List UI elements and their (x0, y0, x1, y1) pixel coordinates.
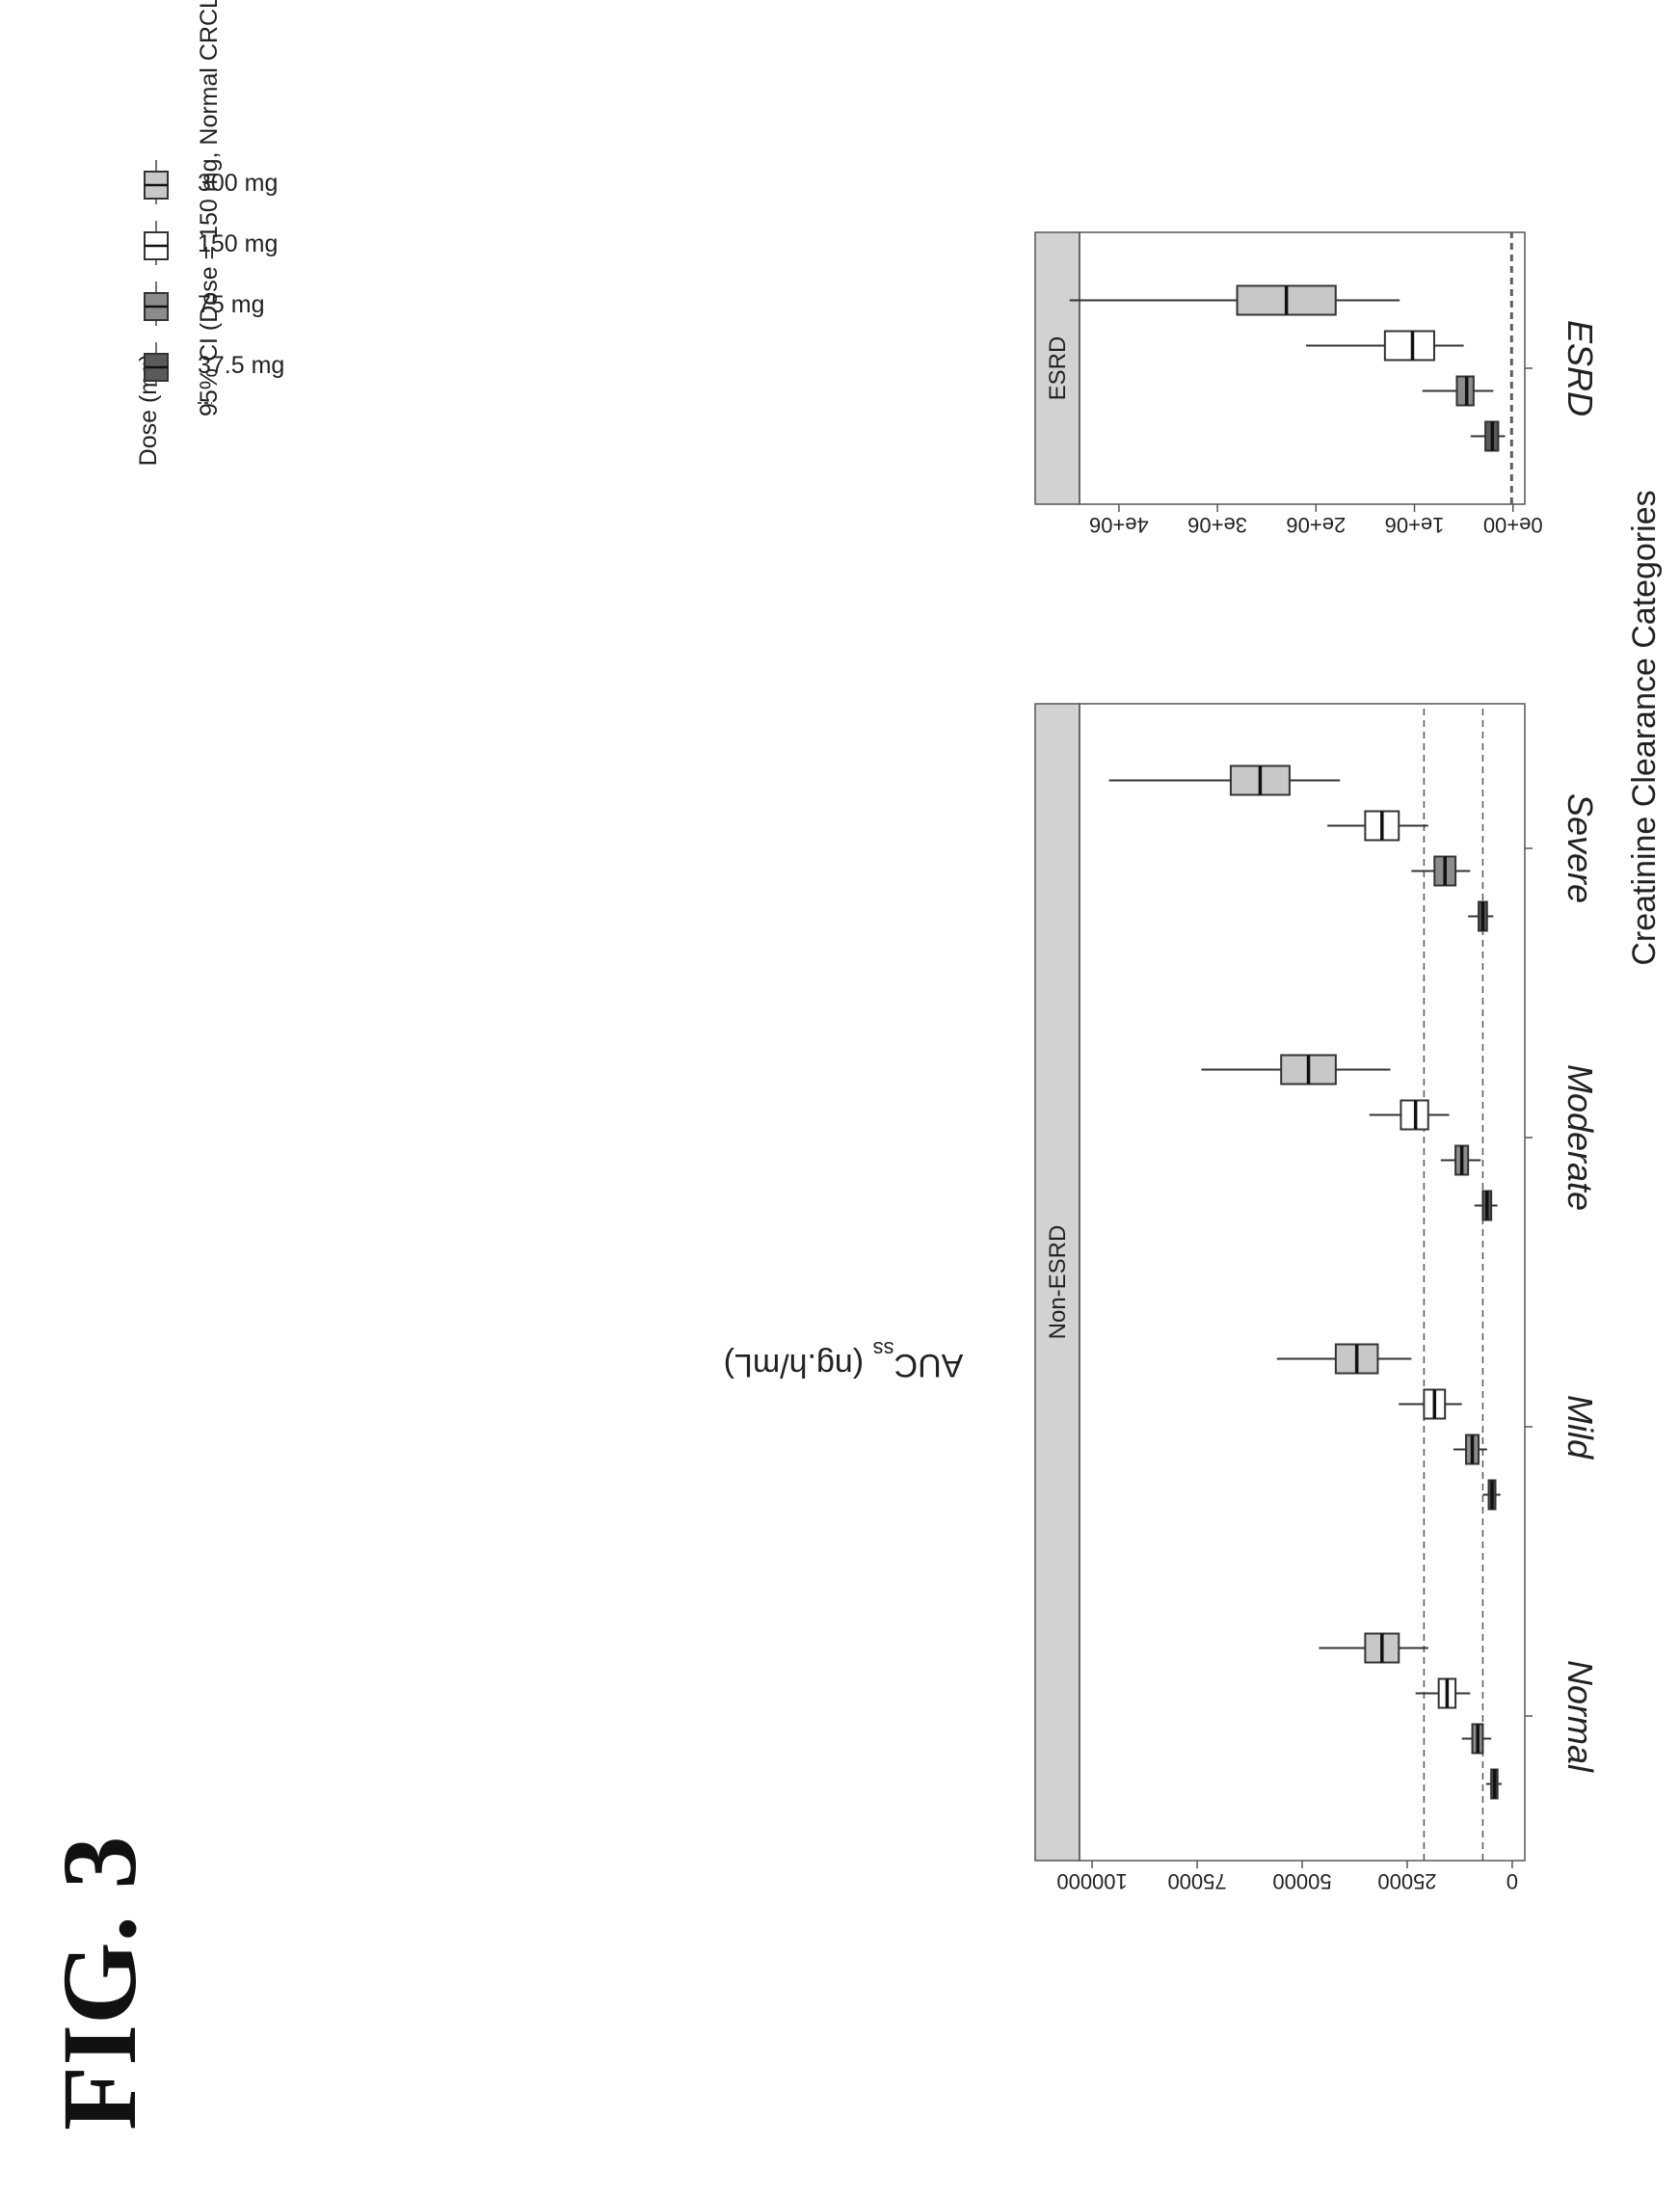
box-37-5-mg (1474, 1190, 1498, 1221)
box-300-mg (1319, 1632, 1428, 1664)
y-tick-label: 3e+06 (1187, 513, 1247, 537)
x-tick-label: Mild (1560, 1395, 1600, 1460)
y-axis-title: AUCss (ng.h/mL) (724, 1338, 964, 1384)
y-tick-label: 0e+00 (1483, 513, 1543, 537)
category-group: Moderate (1201, 1054, 1600, 1221)
legend-item-label: 37.5 mg (198, 352, 284, 379)
y-tick-label: 1e+06 (1385, 513, 1445, 537)
box-37-5-mg (1485, 1768, 1503, 1800)
category-group: Mild (1276, 1343, 1600, 1511)
y-axis-title-unit: (ng.h/mL) (724, 1347, 873, 1383)
box-300-mg (1108, 764, 1341, 796)
box-37-5-mg (1470, 420, 1506, 452)
figure-label: FIG. 3 (40, 1836, 158, 2131)
box-37-5-mg (1482, 1479, 1501, 1511)
box-body (1383, 330, 1435, 362)
legend-item-label: 300 mg (198, 170, 278, 197)
legend-items: 37.5 mg 75 mg 150 mg 300 mg (144, 160, 284, 387)
legend-item: 300 mg (144, 160, 278, 204)
box-300-mg (1276, 1343, 1412, 1375)
y-tick-label: 100000 (1056, 1869, 1127, 1893)
box-75-mg (1453, 1434, 1487, 1465)
box-37-5-mg (1468, 900, 1494, 932)
legend-ci-label: 95% CI (Dose = 150 mg, Normal CRCL) (196, 0, 223, 416)
panel-strip-label: Non-ESRD (1045, 1225, 1071, 1340)
box-75-mg (1411, 855, 1471, 887)
category-group: Normal (1319, 1632, 1600, 1800)
legend-item-label: 150 mg (198, 230, 278, 257)
y-axis-title-sub: ss (873, 1338, 894, 1362)
category-group: ESRD (1069, 284, 1600, 452)
y-tick-label: 50000 (1272, 1869, 1331, 1893)
box-150-mg (1327, 810, 1428, 842)
legend-ci-label-group: 95% CI (Dose = 150 mg, Normal CRCL) (196, 0, 223, 416)
panel-1: ESRD 0e+00 1e+06 2e+06 3e+06 4e+06 ESRD (1034, 231, 1600, 537)
legend-item: 37.5 mg (144, 342, 284, 387)
legend-item-label: 75 mg (198, 291, 264, 318)
panel-0: Non-ESRD 0 25000 50000 75000 100000 Normal Mild… (1034, 703, 1600, 1893)
panels-layer: Non-ESRD 0 25000 50000 75000 100000 Normal Mild… (1034, 231, 1600, 1893)
y-tick-label: 75000 (1167, 1869, 1226, 1893)
x-tick-label: ESRD (1560, 320, 1600, 416)
box-300-mg (1069, 284, 1400, 316)
box-75-mg (1440, 1144, 1481, 1176)
box-150-mg (1399, 1388, 1462, 1420)
figure-label-group: FIG. 3 (40, 1836, 158, 2131)
y-tick-label: 2e+06 (1286, 513, 1346, 537)
category-group: Severe (1108, 764, 1600, 932)
y-axis-title-main: AUC (894, 1347, 964, 1383)
panel-strip-label: ESRD (1045, 336, 1071, 401)
box-150-mg (1369, 1099, 1450, 1131)
x-axis-title: Creatinine Clearance Categories (1626, 490, 1663, 965)
x-tick-label: Normal (1560, 1660, 1600, 1773)
panel-border (1079, 231, 1526, 505)
box-75-mg (1422, 375, 1494, 407)
box-300-mg (1201, 1054, 1391, 1086)
y-tick-label: 0 (1507, 1869, 1518, 1893)
box-150-mg (1306, 330, 1464, 362)
panel-border (1079, 703, 1526, 1862)
x-tick-label: Moderate (1560, 1064, 1600, 1211)
legend-item: 75 mg (144, 281, 264, 326)
legend-item: 150 mg (144, 221, 278, 265)
box-150-mg (1415, 1677, 1471, 1709)
legend: 95% CI (Dose = 150 mg, Normal CRCL) Dose… (135, 0, 284, 466)
box-75-mg (1461, 1723, 1492, 1755)
y-tick-label: 25000 (1377, 1869, 1436, 1893)
y-tick-label: 4e+06 (1089, 513, 1149, 537)
chart-root: Non-ESRD 0 25000 50000 75000 100000 Normal Mild… (135, 0, 1663, 1893)
x-tick-label: Severe (1560, 793, 1600, 903)
